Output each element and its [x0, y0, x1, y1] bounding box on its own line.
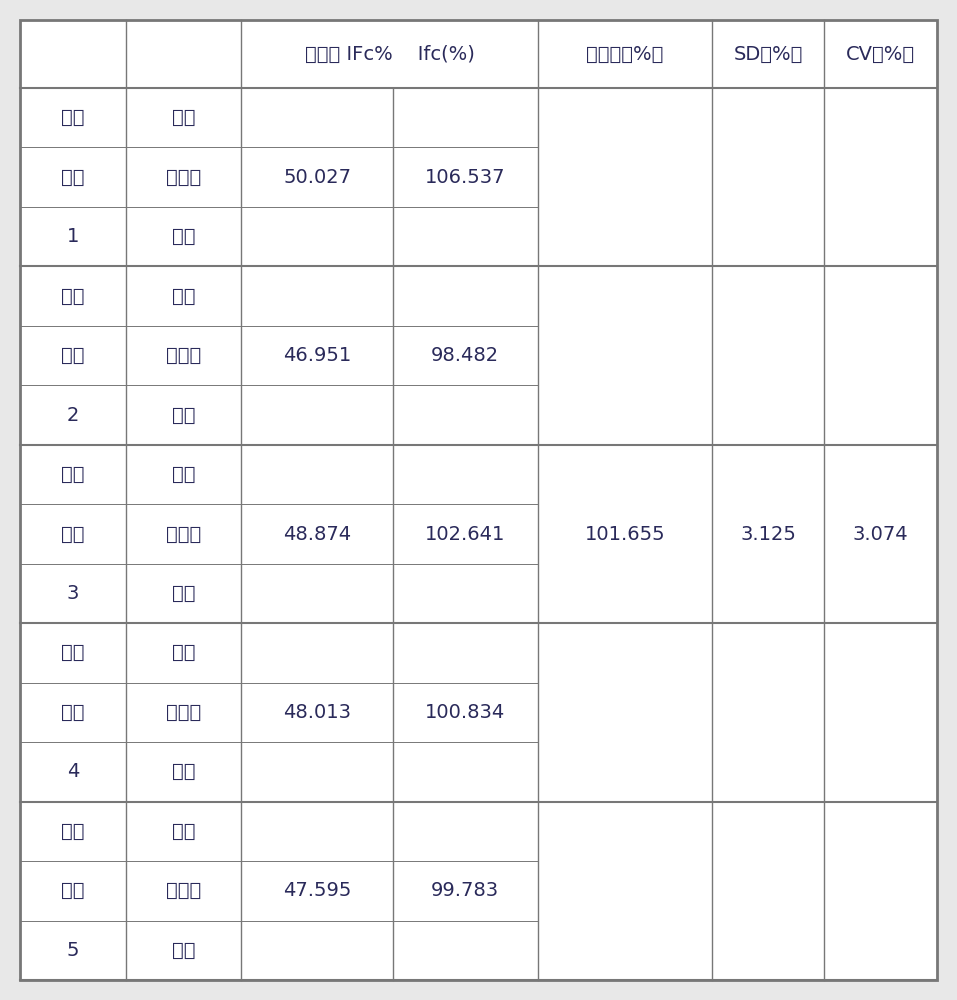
Text: 样品: 样品 — [171, 227, 195, 246]
Text: 标准品: 标准品 — [166, 703, 201, 722]
Text: 标准品: 标准品 — [166, 524, 201, 543]
Text: 3.125: 3.125 — [741, 524, 796, 543]
Bar — [20, 20, 937, 88]
Text: 试验: 试验 — [61, 703, 84, 722]
Text: 试验: 试验 — [61, 524, 84, 543]
Text: 标准品: 标准品 — [166, 346, 201, 365]
Text: CV（%）: CV（%） — [846, 44, 915, 64]
Text: 试验: 试验 — [61, 168, 84, 187]
Text: 样品: 样品 — [171, 762, 195, 781]
Text: 标准品: 标准品 — [166, 168, 201, 187]
Text: 3.074: 3.074 — [853, 524, 908, 543]
Text: 空白: 空白 — [171, 108, 195, 127]
Text: 试验: 试验 — [61, 881, 84, 900]
Text: 空白: 空白 — [171, 465, 195, 484]
Text: 48.874: 48.874 — [283, 524, 351, 543]
Text: 5: 5 — [67, 941, 79, 960]
Text: 样品: 样品 — [171, 406, 195, 425]
Text: 1: 1 — [67, 227, 79, 246]
Text: 4: 4 — [67, 762, 79, 781]
Text: 样品: 样品 — [171, 941, 195, 960]
Text: 3: 3 — [67, 584, 79, 603]
Text: 质控品 IFc%    Ifc(%): 质控品 IFc% Ifc(%) — [304, 44, 475, 64]
Text: 2: 2 — [67, 406, 79, 425]
Text: 平行: 平行 — [61, 287, 84, 306]
Text: 50.027: 50.027 — [283, 168, 351, 187]
Text: 标准品: 标准品 — [166, 881, 201, 900]
Text: 101.655: 101.655 — [585, 524, 665, 543]
Text: 48.013: 48.013 — [283, 703, 351, 722]
Text: 106.537: 106.537 — [425, 168, 505, 187]
Text: 102.641: 102.641 — [425, 524, 505, 543]
Text: 平行: 平行 — [61, 108, 84, 127]
Text: 空白: 空白 — [171, 287, 195, 306]
Text: 99.783: 99.783 — [432, 881, 500, 900]
Text: 46.951: 46.951 — [283, 346, 351, 365]
Text: 空白: 空白 — [171, 643, 195, 662]
Text: SD（%）: SD（%） — [733, 44, 803, 64]
Text: 47.595: 47.595 — [283, 881, 351, 900]
Text: 98.482: 98.482 — [432, 346, 500, 365]
Text: 平行: 平行 — [61, 465, 84, 484]
Text: 100.834: 100.834 — [425, 703, 505, 722]
Text: 平均値（%）: 平均値（%） — [586, 44, 663, 64]
Text: 试验: 试验 — [61, 346, 84, 365]
Text: 样品: 样品 — [171, 584, 195, 603]
Text: 空白: 空白 — [171, 822, 195, 841]
Text: 平行: 平行 — [61, 643, 84, 662]
Text: 平行: 平行 — [61, 822, 84, 841]
